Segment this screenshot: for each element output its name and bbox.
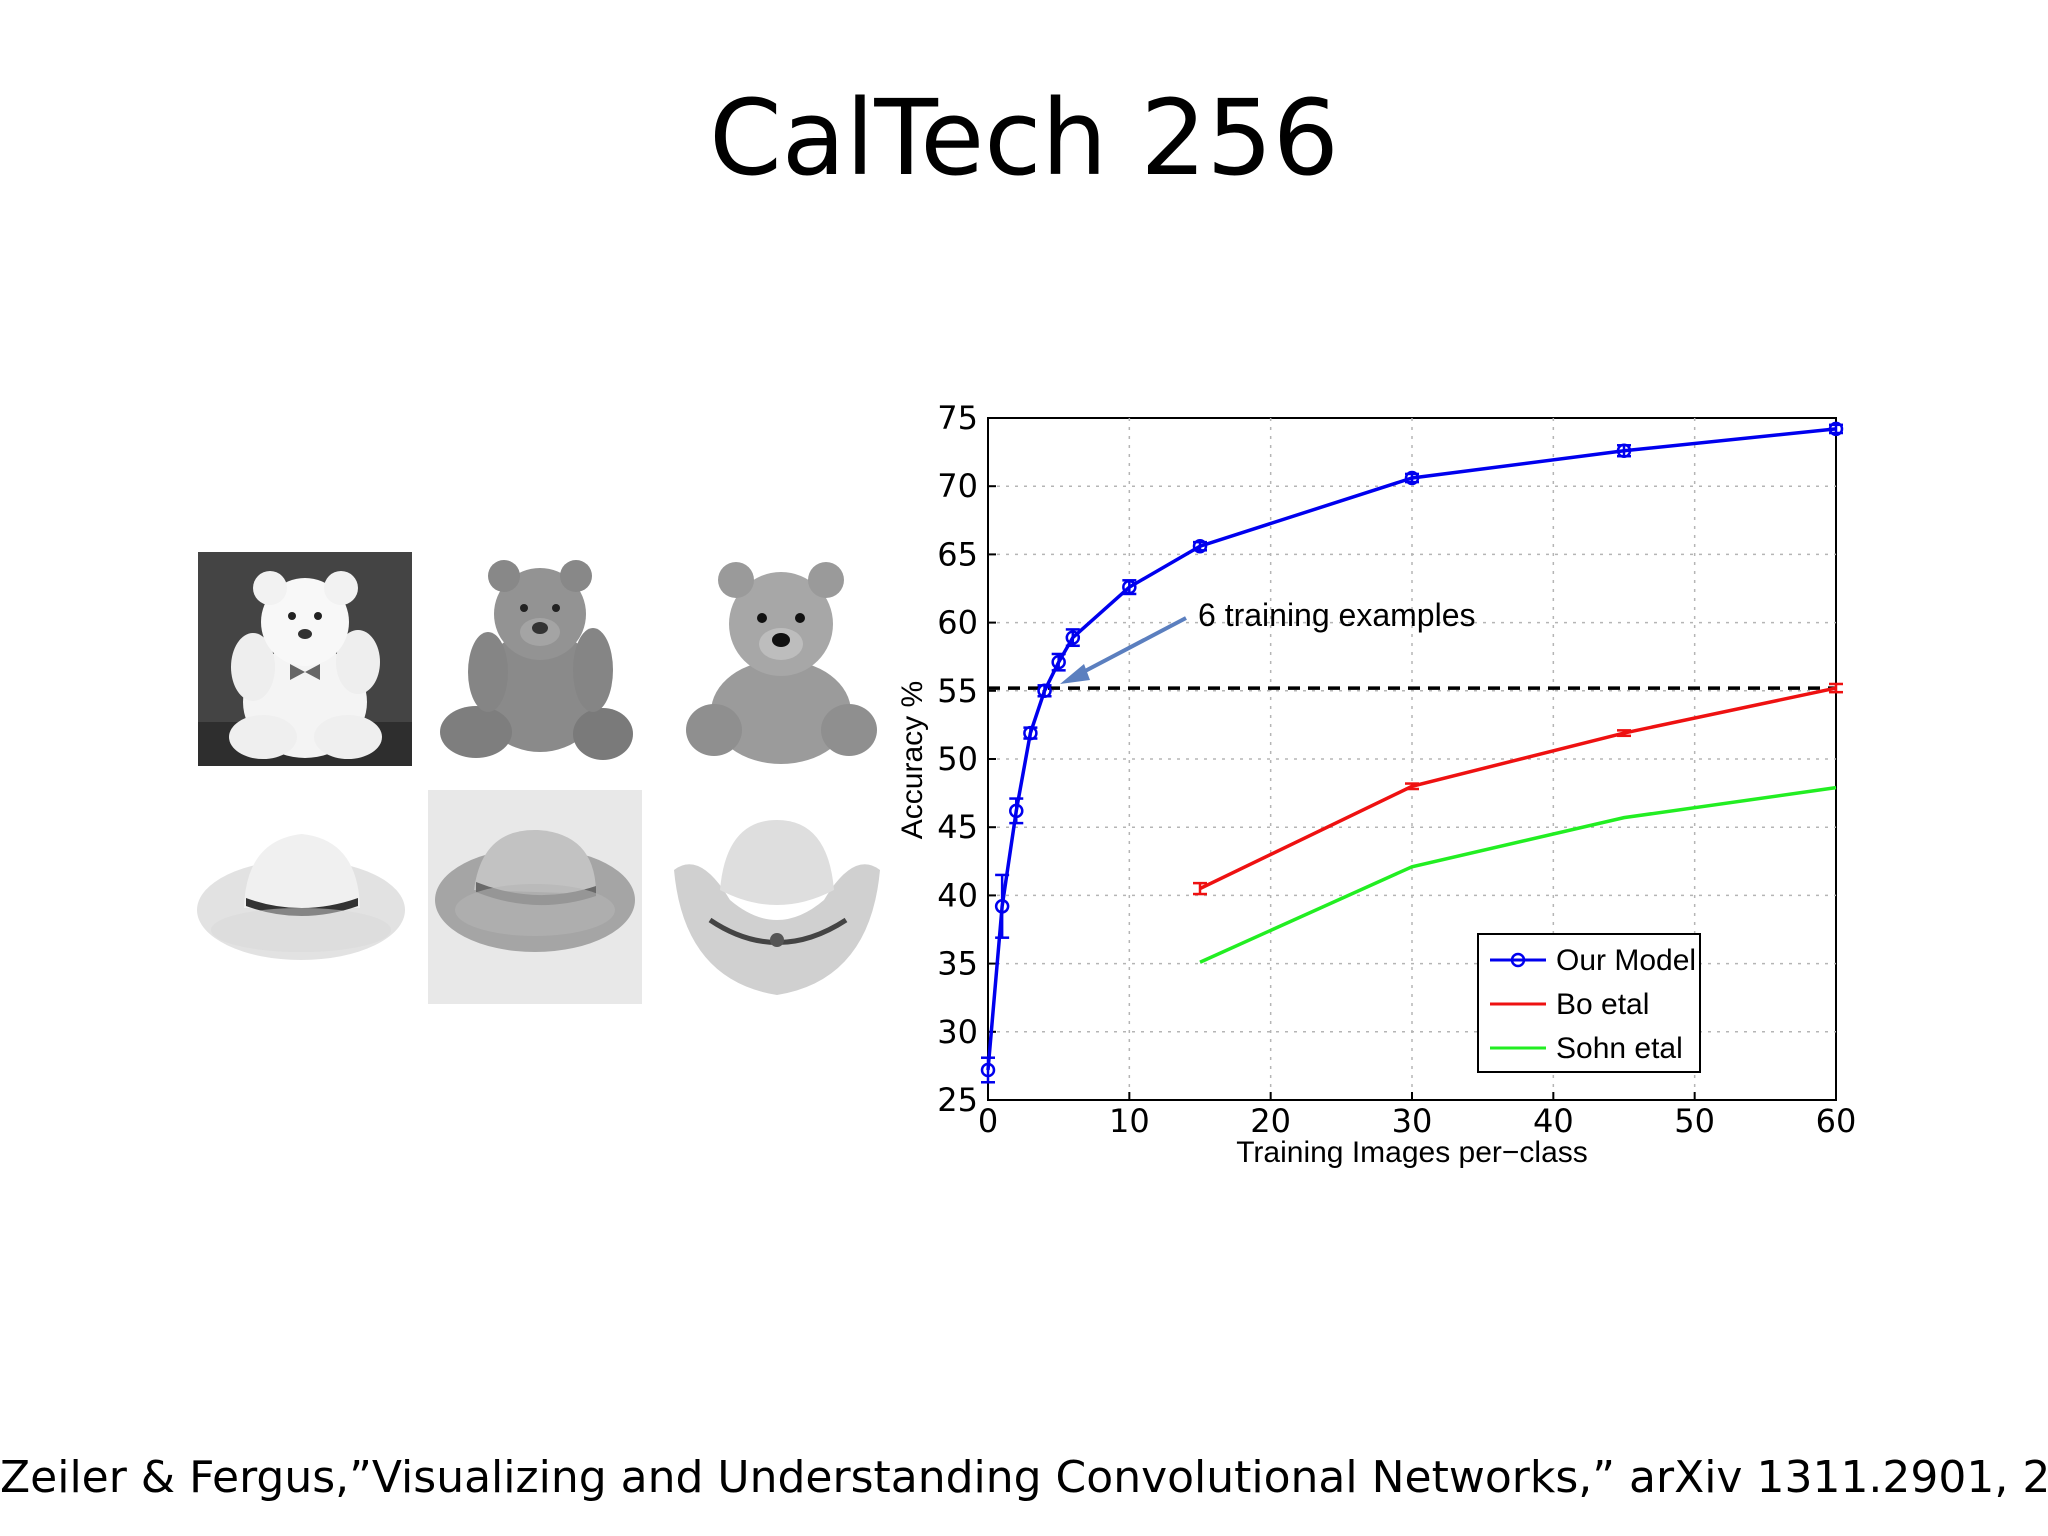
y-tick-label: 50 bbox=[937, 740, 978, 778]
y-tick-label: 55 bbox=[937, 672, 978, 710]
straw-cowboy-hat-photo bbox=[428, 790, 642, 1004]
legend-label-sohn: Sohn etal bbox=[1556, 1032, 1683, 1065]
data-point bbox=[980, 1062, 996, 1078]
legend-label-bo: Bo etal bbox=[1556, 988, 1649, 1021]
data-point bbox=[994, 899, 1010, 914]
y-tick-label: 35 bbox=[937, 945, 978, 983]
y-axis-label: Accuracy % bbox=[896, 681, 929, 839]
white-teddy-bear-photo bbox=[198, 552, 412, 766]
series-line bbox=[1199, 686, 1837, 891]
data-point bbox=[1828, 421, 1844, 437]
y-ticks: 25 30 35 40 45 50 55 60 65 70 75 bbox=[937, 399, 978, 1119]
series-line bbox=[1199, 785, 1837, 964]
x-tick-label: 50 bbox=[1674, 1102, 1715, 1140]
legend-marker-our-model bbox=[1510, 952, 1526, 968]
x-tick-label: 30 bbox=[1392, 1102, 1433, 1140]
data-point bbox=[1009, 803, 1024, 819]
y-tick-label: 70 bbox=[937, 467, 978, 505]
data-point bbox=[1122, 579, 1137, 595]
x-tick-label: 0 bbox=[978, 1102, 998, 1140]
y-tick-label: 40 bbox=[937, 876, 978, 914]
data-point bbox=[1404, 470, 1420, 486]
annotation-arrowhead bbox=[1060, 664, 1090, 684]
x-tick-label: 40 bbox=[1533, 1102, 1574, 1140]
white-cowboy-hat-photo bbox=[194, 790, 408, 1004]
legend-label-our-model: Our Model bbox=[1556, 944, 1696, 977]
y-tick-label: 75 bbox=[937, 399, 978, 437]
y-tick-label: 30 bbox=[937, 1013, 978, 1051]
x-tick-label: 20 bbox=[1250, 1102, 1291, 1140]
annotation: 6 training examples bbox=[1060, 597, 1475, 684]
annotation-arrow bbox=[1067, 616, 1187, 682]
x-axis-label: Training Images per−class bbox=[1236, 1136, 1588, 1169]
slide-title: CalTech 256 bbox=[709, 77, 1339, 199]
data-point bbox=[1192, 538, 1208, 554]
x-tick-label: 10 bbox=[1109, 1102, 1150, 1140]
series-line bbox=[986, 427, 1837, 1071]
data-point bbox=[1023, 725, 1038, 741]
y-tick-label: 65 bbox=[937, 535, 978, 573]
series-layer bbox=[980, 421, 1844, 1084]
data-point bbox=[1616, 443, 1632, 458]
fuzzy-teddy-bear-photo bbox=[674, 552, 888, 766]
legend: Our Model Bo etal Sohn etal bbox=[1477, 933, 1701, 1073]
x-tick-label: 60 bbox=[1816, 1102, 1857, 1140]
data-point bbox=[1065, 630, 1081, 645]
data-point bbox=[1051, 654, 1066, 670]
gray-cowboy-hat-photo bbox=[670, 790, 884, 1004]
data-point bbox=[1037, 683, 1052, 699]
gray-teddy-bear-photo bbox=[428, 552, 642, 766]
y-tick-label: 25 bbox=[937, 1081, 978, 1119]
y-tick-label: 45 bbox=[937, 808, 978, 846]
annotation-text: 6 training examples bbox=[1198, 597, 1475, 633]
y-tick-label: 60 bbox=[937, 604, 978, 642]
x-ticks: 0 10 20 30 40 50 60 bbox=[978, 1102, 1857, 1140]
citation: Zeiler & Fergus,”Visualizing and Underst… bbox=[0, 1452, 2048, 1503]
